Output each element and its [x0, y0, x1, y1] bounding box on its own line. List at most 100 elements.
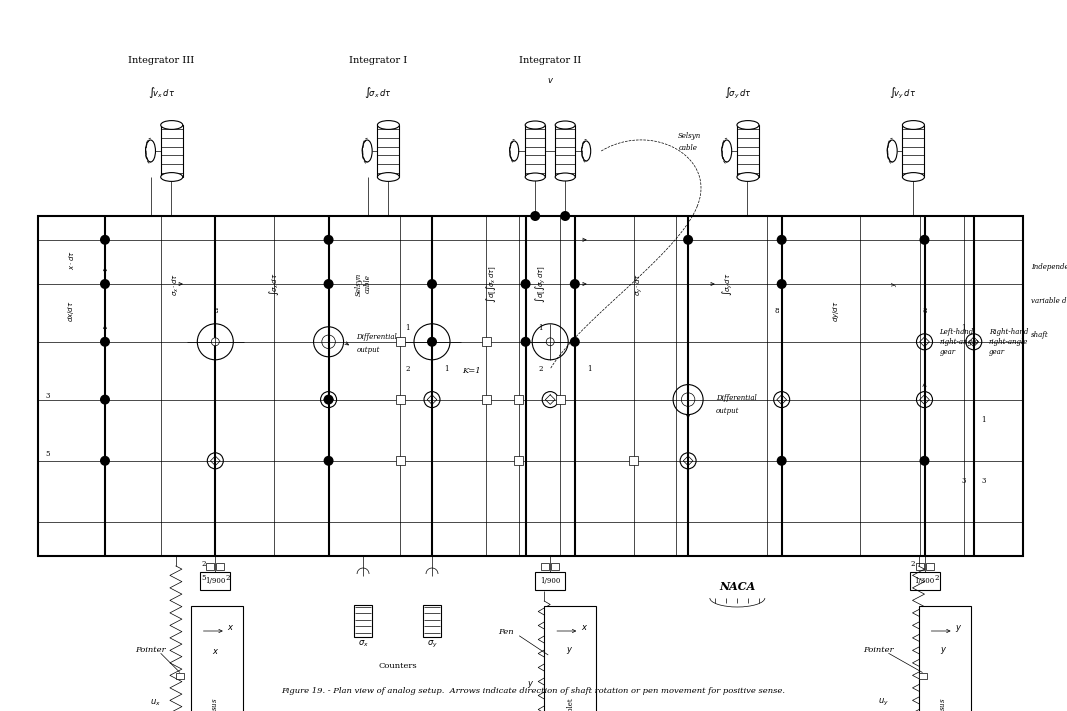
Ellipse shape [903, 173, 924, 181]
Bar [903, 125, 924, 177]
Circle shape [100, 235, 110, 245]
Ellipse shape [903, 121, 924, 129]
Circle shape [100, 337, 110, 347]
Bar [481, 337, 491, 346]
Bar [396, 456, 405, 465]
Text: 1: 1 [445, 365, 449, 373]
Bar [536, 572, 566, 590]
Text: Differential: Differential [716, 394, 757, 402]
Bar [544, 606, 596, 711]
Text: $y$: $y$ [891, 281, 899, 287]
Text: Independent-: Independent- [1031, 263, 1067, 271]
Ellipse shape [721, 140, 732, 162]
Bar [481, 395, 491, 404]
Text: 5: 5 [46, 450, 50, 458]
Text: gear: gear [940, 348, 956, 356]
Bar [161, 125, 182, 177]
Circle shape [570, 279, 579, 289]
Text: 2: 2 [405, 365, 410, 373]
Circle shape [427, 337, 437, 347]
Text: $y$: $y$ [527, 679, 534, 690]
Text: 2: 2 [910, 560, 914, 568]
Text: $u_x$ versus: $u_x$ versus [212, 697, 221, 711]
Text: $\int\!v_x\,d\tau$: $\int\!v_x\,d\tau$ [147, 85, 175, 100]
Text: 3: 3 [982, 477, 986, 485]
Text: $\sigma_y\cdot d\tau$: $\sigma_y\cdot d\tau$ [633, 272, 644, 296]
Circle shape [920, 235, 929, 245]
Text: Right-hand: Right-hand [989, 328, 1029, 336]
Bar [206, 562, 214, 570]
Text: $\int\!\sigma_y\,d\tau$: $\int\!\sigma_y\,d\tau$ [720, 272, 735, 296]
Bar [525, 125, 545, 177]
Text: 1: 1 [982, 416, 986, 424]
Bar [354, 605, 372, 637]
Text: $dx/d\tau$: $dx/d\tau$ [66, 300, 77, 322]
Bar [915, 562, 924, 570]
Ellipse shape [525, 173, 545, 181]
Text: $y$: $y$ [566, 646, 573, 656]
Bar [925, 562, 934, 570]
Text: $\int\!v_y\,d\tau$: $\int\!v_y\,d\tau$ [889, 85, 917, 100]
Text: Selsyn: Selsyn [679, 132, 701, 140]
Text: 1/300: 1/300 [914, 577, 935, 585]
Bar [514, 395, 523, 404]
Text: right-angle: right-angle [989, 338, 1029, 346]
Text: $\int\!\sigma_x\,d\tau$: $\int\!\sigma_x\,d\tau$ [364, 85, 392, 100]
Bar [191, 606, 242, 711]
Text: 8: 8 [922, 307, 927, 315]
Circle shape [570, 337, 579, 347]
Bar [396, 337, 405, 346]
Text: $\sigma_x$: $\sigma_x$ [357, 638, 368, 649]
Text: $y$: $y$ [940, 646, 947, 656]
Text: $\int d[\int\!\sigma_y\,d\tau]$: $\int d[\int\!\sigma_y\,d\tau]$ [534, 265, 547, 303]
Bar [630, 456, 638, 465]
Text: $y$: $y$ [955, 623, 962, 634]
Circle shape [323, 279, 334, 289]
Text: Integrator II: Integrator II [519, 56, 582, 65]
Text: $x$: $x$ [580, 624, 588, 633]
Text: $u_y$ versus: $u_y$ versus [939, 697, 950, 711]
Bar [552, 562, 559, 570]
Circle shape [521, 337, 530, 347]
Circle shape [100, 279, 110, 289]
Text: 2: 2 [225, 574, 229, 582]
Bar [541, 562, 550, 570]
Text: $x$: $x$ [212, 646, 220, 656]
Ellipse shape [737, 121, 759, 129]
Ellipse shape [161, 173, 182, 181]
Text: right-angle: right-angle [940, 338, 978, 346]
Circle shape [427, 279, 437, 289]
Bar [737, 125, 759, 177]
Text: $\int\!\sigma_y\,d\tau$: $\int\!\sigma_y\,d\tau$ [723, 85, 751, 100]
Bar [919, 673, 926, 679]
Bar [38, 216, 1023, 556]
Bar [556, 395, 564, 404]
Text: 3: 3 [961, 477, 966, 485]
Text: shaft: shaft [1031, 331, 1049, 339]
Text: $\int d[\int\!\sigma_x\,d\tau]$: $\int d[\int\!\sigma_x\,d\tau]$ [484, 265, 498, 303]
Text: $v$: $v$ [546, 77, 554, 85]
Circle shape [100, 456, 110, 466]
Text: gear: gear [989, 348, 1005, 356]
Bar [176, 673, 184, 679]
Text: 1/900: 1/900 [540, 577, 560, 585]
Circle shape [920, 456, 929, 466]
Text: Droplet: Droplet [567, 697, 574, 711]
Text: Left-hand: Left-hand [940, 328, 974, 336]
Text: $u_x$: $u_x$ [150, 697, 161, 707]
Text: $dy/d\tau$: $dy/d\tau$ [831, 300, 841, 322]
Ellipse shape [525, 121, 545, 129]
Text: output: output [356, 346, 380, 354]
Circle shape [323, 395, 334, 405]
Circle shape [323, 235, 334, 245]
Ellipse shape [378, 173, 399, 181]
Ellipse shape [510, 141, 519, 161]
Ellipse shape [145, 140, 156, 162]
Ellipse shape [161, 121, 182, 129]
Text: 2: 2 [538, 365, 543, 373]
Text: $u_y$: $u_y$ [878, 697, 889, 707]
Text: Counters: Counters [378, 662, 417, 670]
Text: 5: 5 [201, 574, 206, 582]
Text: Pointer: Pointer [136, 646, 166, 653]
Bar [423, 605, 441, 637]
